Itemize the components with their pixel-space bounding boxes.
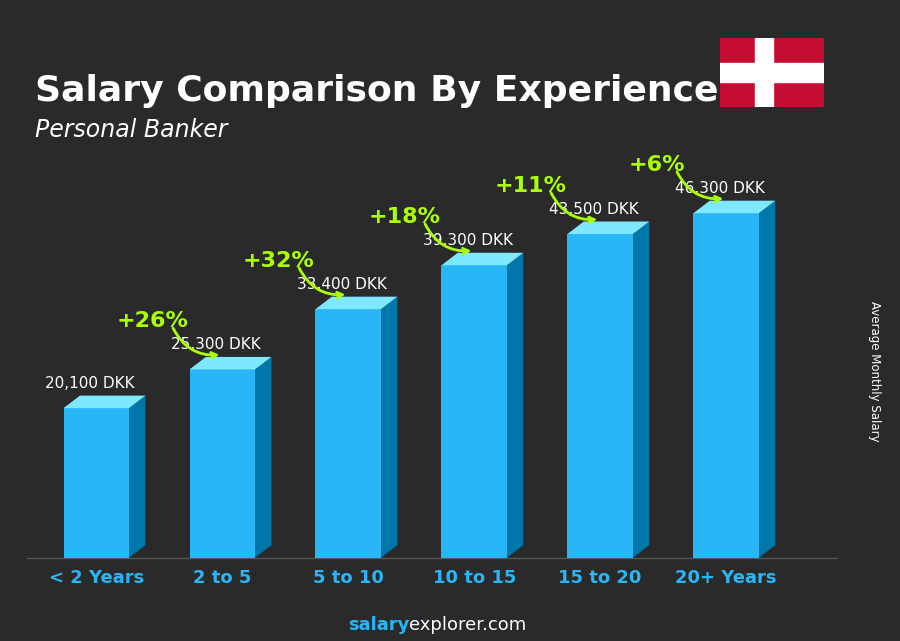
Text: Average Monthly Salary: Average Monthly Salary: [868, 301, 881, 442]
Polygon shape: [381, 297, 398, 558]
Polygon shape: [633, 222, 649, 558]
Polygon shape: [190, 357, 272, 369]
Text: 43,500 DKK: 43,500 DKK: [549, 202, 639, 217]
Polygon shape: [190, 369, 255, 558]
Polygon shape: [567, 222, 649, 234]
Polygon shape: [441, 265, 507, 558]
Polygon shape: [693, 201, 775, 213]
Text: +26%: +26%: [117, 312, 189, 331]
Text: 39,300 DKK: 39,300 DKK: [423, 233, 513, 248]
Text: +18%: +18%: [369, 207, 441, 227]
Polygon shape: [507, 253, 523, 558]
Text: explorer.com: explorer.com: [410, 616, 526, 634]
Text: salary: salary: [348, 616, 410, 634]
Bar: [754, 38, 773, 106]
Polygon shape: [759, 201, 775, 558]
Text: +6%: +6%: [628, 155, 685, 175]
Polygon shape: [255, 357, 272, 558]
Text: 33,400 DKK: 33,400 DKK: [297, 277, 387, 292]
Text: 20,100 DKK: 20,100 DKK: [45, 376, 135, 391]
Polygon shape: [129, 395, 146, 558]
Text: Personal Banker: Personal Banker: [35, 118, 228, 142]
Polygon shape: [64, 395, 146, 408]
Polygon shape: [64, 408, 129, 558]
Text: +11%: +11%: [495, 176, 567, 196]
Text: Salary Comparison By Experience: Salary Comparison By Experience: [35, 74, 718, 108]
Polygon shape: [316, 309, 381, 558]
Text: 46,300 DKK: 46,300 DKK: [675, 181, 765, 196]
Polygon shape: [693, 213, 759, 558]
Polygon shape: [567, 234, 633, 558]
Polygon shape: [316, 297, 398, 309]
Text: +32%: +32%: [243, 251, 315, 271]
Bar: [720, 63, 824, 82]
Text: 25,300 DKK: 25,300 DKK: [171, 337, 261, 353]
Polygon shape: [441, 253, 523, 265]
